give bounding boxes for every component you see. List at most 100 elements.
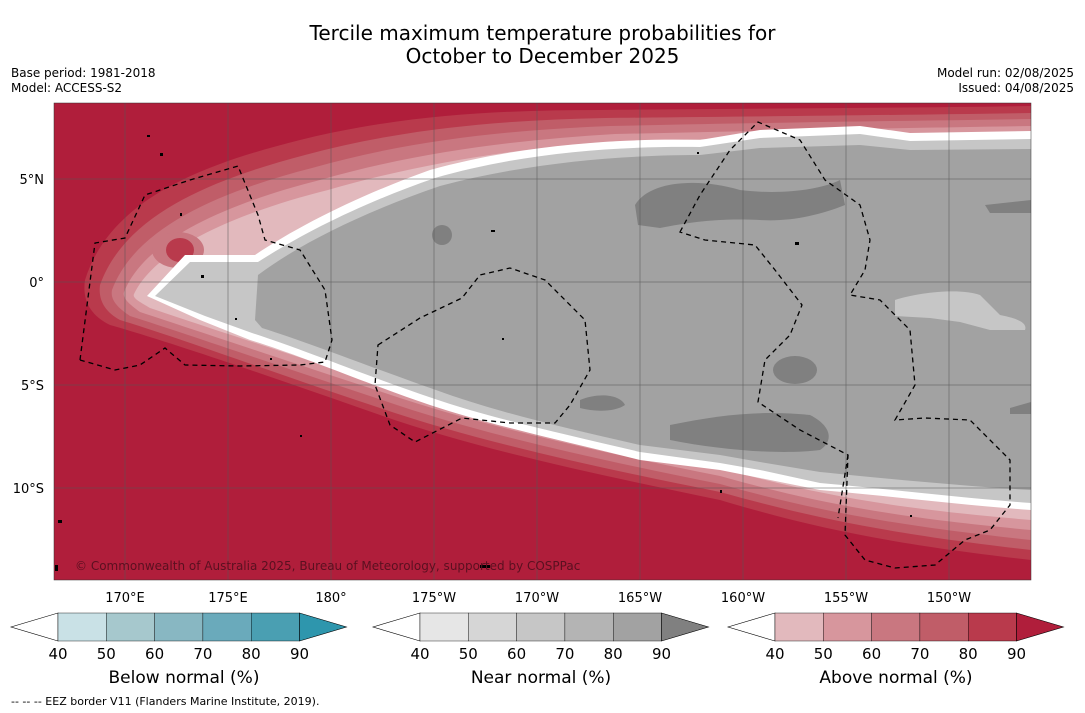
near-normal-90-patch-north bbox=[635, 180, 845, 228]
island-dot bbox=[480, 565, 490, 568]
colorbar-max-extend bbox=[1016, 612, 1065, 642]
colorbar-tick-label: 40 bbox=[765, 645, 784, 663]
colorbar-tick-label: 70 bbox=[193, 645, 212, 663]
colorbar-tick-label: 90 bbox=[652, 645, 671, 663]
colorbar-tick-label: 40 bbox=[410, 645, 429, 663]
colorbar-tick-label: 70 bbox=[910, 645, 929, 663]
base-period-text: Base period: 1981-2018 bbox=[11, 66, 156, 80]
island-dot bbox=[270, 358, 272, 360]
colorbar-tick-label: 90 bbox=[1007, 645, 1026, 663]
colorbar-segment bbox=[250, 612, 300, 642]
model-text: Model: ACCESS-S2 bbox=[11, 81, 123, 95]
island-dot bbox=[300, 435, 302, 437]
colorbar-max-extend bbox=[299, 612, 348, 642]
lon-label: 165°W bbox=[618, 591, 662, 606]
colorbar-segment bbox=[419, 612, 469, 642]
colorbar-tick-label: 60 bbox=[145, 645, 164, 663]
eez-kiribati-gilbert bbox=[79, 165, 333, 371]
island-dot bbox=[147, 135, 150, 137]
lon-label: 155°W bbox=[824, 591, 868, 606]
colorbar-tick-label: 60 bbox=[862, 645, 881, 663]
near-normal-90-patch-mid bbox=[580, 395, 625, 411]
colorbar-tick-label: 70 bbox=[555, 645, 574, 663]
island-dot bbox=[910, 515, 912, 517]
colorbar-tick-label: 60 bbox=[507, 645, 526, 663]
colorbar-above: 40 50 60 70 80 90 bbox=[726, 612, 1065, 663]
graticule bbox=[54, 103, 1031, 580]
colorbar-tick-label: 50 bbox=[97, 645, 116, 663]
colorbar-min-extend bbox=[371, 612, 421, 642]
colorbar-tick-label: 50 bbox=[814, 645, 833, 663]
colorbar-below: 40 50 60 70 80 90 bbox=[9, 612, 348, 663]
colorbar-segment bbox=[871, 612, 921, 642]
colorbar-segment bbox=[202, 612, 252, 642]
lon-label: 160°W bbox=[721, 591, 765, 606]
colorbar-title-below: Below normal (%) bbox=[108, 668, 260, 688]
colorbar-tick-label: 80 bbox=[604, 645, 623, 663]
near-normal-90-patch-south bbox=[670, 413, 829, 452]
lat-label: 5°S bbox=[21, 379, 44, 394]
colorbar-segment bbox=[468, 612, 517, 642]
island-dot bbox=[720, 490, 722, 493]
latitude-labels: 5°N 0° 5°S 10°S bbox=[13, 173, 44, 497]
islands bbox=[55, 135, 912, 571]
colorbar-segment bbox=[564, 612, 614, 642]
colorbar-tick-label: 50 bbox=[459, 645, 478, 663]
colorbar-tick-label: 40 bbox=[48, 645, 67, 663]
colorbar-segment bbox=[57, 612, 107, 642]
colorbar-segment bbox=[968, 612, 1017, 642]
colorbar-min-extend bbox=[9, 612, 59, 642]
colorbar-segment bbox=[154, 612, 204, 642]
lon-label: 170°W bbox=[515, 591, 559, 606]
issued-text: Issued: 04/08/2025 bbox=[958, 81, 1074, 95]
island-dot bbox=[795, 242, 799, 245]
copyright-text: © Commonwealth of Australia 2025, Bureau… bbox=[75, 559, 580, 573]
colorbar-tick-label: 90 bbox=[290, 645, 309, 663]
lon-label: 180° bbox=[315, 591, 346, 606]
island-dot bbox=[235, 318, 237, 320]
lat-label: 10°S bbox=[13, 482, 44, 497]
lat-label: 5°N bbox=[20, 173, 45, 188]
model-run-text: Model run: 02/08/2025 bbox=[936, 66, 1074, 80]
colorbar-title-near: Near normal (%) bbox=[470, 668, 612, 688]
near-normal-90-patch-edge-south bbox=[1010, 402, 1031, 414]
island-dot bbox=[160, 153, 163, 156]
map-title-line1: Tercile maximum temperature probabilitie… bbox=[309, 21, 776, 45]
island-dot bbox=[55, 565, 58, 571]
map-frame bbox=[53, 102, 1032, 581]
island-dot bbox=[697, 152, 699, 154]
colorbar-tick-label: 80 bbox=[959, 645, 978, 663]
near-normal-light-patch bbox=[895, 291, 1026, 330]
meta-left: Base period: 1981-2018 Model: ACCESS-S2 bbox=[11, 66, 156, 96]
lon-label: 175°W bbox=[412, 591, 456, 606]
colorbar-segment bbox=[106, 612, 155, 642]
lon-label: 175°E bbox=[208, 591, 248, 606]
colorbar-tick-label: 80 bbox=[242, 645, 261, 663]
colorbar-segment bbox=[774, 612, 824, 642]
colorbar-segment bbox=[516, 612, 566, 642]
meta-right: Model run: 02/08/2025 Issued: 04/08/2025 bbox=[937, 66, 1074, 96]
eez-borders bbox=[79, 121, 1011, 569]
island-dot bbox=[491, 230, 495, 232]
near-normal-90-patch-small bbox=[432, 225, 452, 245]
map-title-line2: October to December 2025 bbox=[405, 44, 680, 68]
probability-field bbox=[54, 103, 1031, 580]
colorbar-segment bbox=[919, 612, 969, 642]
near-normal-90-patch-east bbox=[773, 356, 817, 384]
eez-line-segment bbox=[837, 454, 849, 519]
island-dot bbox=[201, 275, 204, 278]
colorbar-segment bbox=[823, 612, 872, 642]
island-dot bbox=[58, 520, 62, 523]
colorbars: 40 50 60 70 80 90 40 50 60 70 80 90 40 50 60 70 80 90 bbox=[9, 612, 1065, 663]
eez-phoenix bbox=[374, 267, 591, 443]
lat-label: 0° bbox=[29, 276, 44, 291]
colorbar-max-extend bbox=[661, 612, 710, 642]
near-normal-90-patch-edge bbox=[985, 200, 1031, 213]
colorbar-min-extend bbox=[726, 612, 776, 642]
island-dot bbox=[502, 338, 504, 340]
colorbar-segment bbox=[613, 612, 662, 642]
longitude-labels: 170°E 175°E 180° 175°W 170°W 165°W 160°W 155°W 1… bbox=[105, 591, 971, 606]
eez-footer-note: -- -- -- EEZ border V11 (Flanders Marine… bbox=[11, 695, 320, 708]
lon-label: 170°E bbox=[105, 591, 145, 606]
